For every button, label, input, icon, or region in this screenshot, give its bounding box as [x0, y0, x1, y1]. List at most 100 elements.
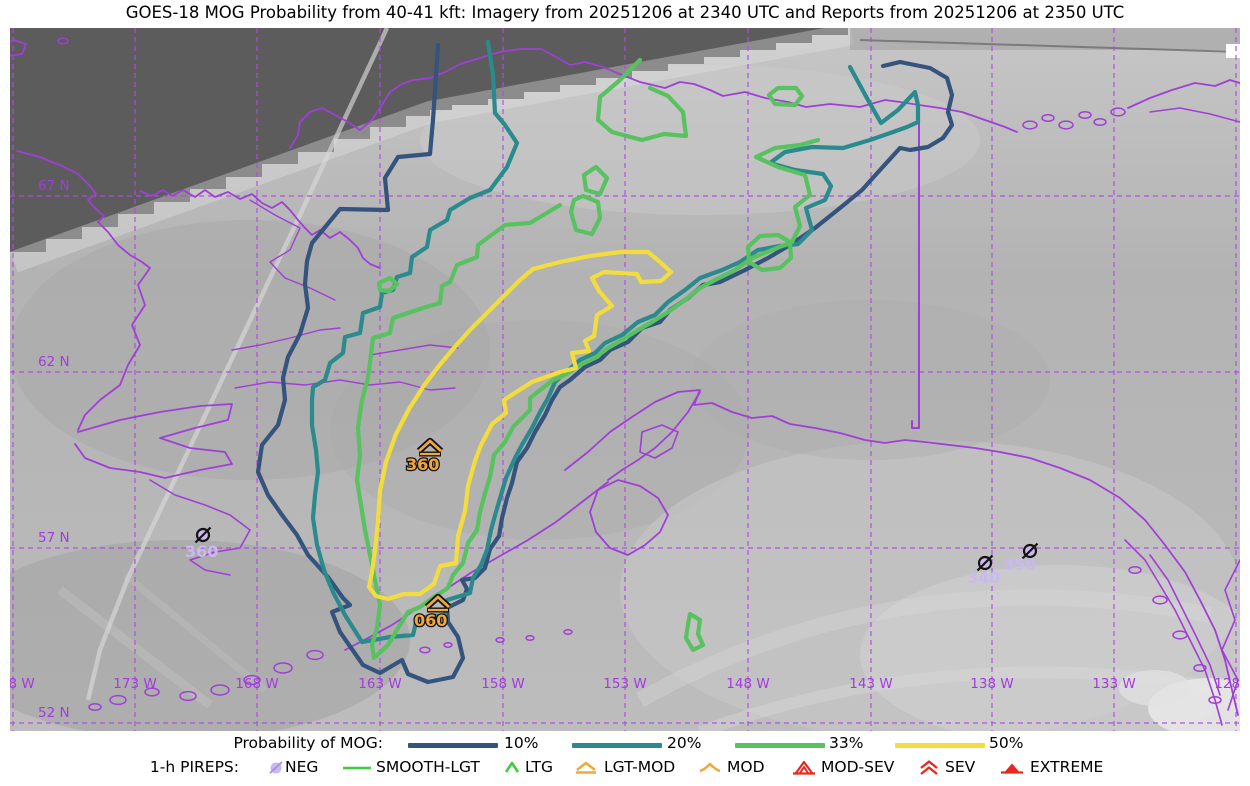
severe-double-caret-icon [920, 760, 938, 775]
terminator-dark-region [10, 28, 848, 252]
mog-contour-33% [745, 232, 794, 273]
legend-sev-label: SEV [945, 758, 976, 776]
coastline [1149, 554, 1221, 696]
coastline [139, 189, 381, 269]
coastline [911, 104, 920, 429]
legend-mod-sev-label: MOD-SEV [821, 758, 895, 776]
pirep-marker-neg: 350 [1003, 542, 1039, 574]
longitude-label: 133 W [1092, 676, 1135, 692]
island-outline [443, 642, 453, 648]
coastline [1149, 107, 1240, 123]
island-outline [1172, 630, 1188, 640]
latitude-label: 67 N [38, 178, 70, 194]
pirep-marker-mod: 060 [413, 593, 452, 631]
legend-extreme-label: EXTREME [1030, 758, 1104, 776]
mog-contour-33% [354, 137, 821, 661]
page-title: GOES-18 MOG Probability from 40-41 kft: … [125, 3, 1125, 22]
cloud-texture [10, 65, 1240, 731]
pirep-flight-level-label: 340 [967, 568, 1000, 587]
mog-contour-10% [255, 42, 955, 685]
island-outline [88, 702, 102, 712]
longitude-label: 153 W [603, 676, 646, 692]
coastline [231, 327, 341, 351]
missing-data-notch [1226, 44, 1240, 58]
island-outline [525, 635, 535, 641]
island-outline [109, 694, 127, 706]
pirep-marker-mod: 360 [405, 437, 444, 475]
island-outline [1058, 120, 1074, 130]
island-outline [1041, 113, 1055, 123]
light-caret-icon [504, 761, 520, 773]
mog-contour-33% [595, 57, 689, 143]
terminator-glint [10, 28, 854, 273]
legend-ltg-label: LTG [525, 758, 553, 776]
island-outline [1128, 565, 1142, 575]
island-outline [1078, 110, 1092, 120]
island-outline [1022, 120, 1038, 130]
moderate-severe-hat-icon [793, 760, 815, 775]
pirep-flight-level-label: 060 [414, 611, 447, 630]
latitude-label: 57 N [38, 530, 70, 546]
coastline [10, 39, 27, 57]
no-turbulence-icon [269, 761, 283, 774]
coastline [639, 424, 679, 459]
longitude-label: 158 W [481, 676, 524, 692]
island-outline [419, 646, 431, 654]
coastline [149, 479, 251, 576]
pirep-marker-neg: 360 [185, 526, 218, 561]
pirep-flight-level-label: 360 [406, 455, 439, 474]
island-outline [57, 37, 69, 45]
island-outline [1093, 117, 1107, 127]
legend-20pct-label: 20% [667, 734, 702, 752]
coastlines [10, 37, 1240, 726]
coastline [369, 344, 459, 356]
longitude-label: 163 W [358, 676, 401, 692]
extreme-triangle-icon [1001, 763, 1023, 774]
legend-line-20pct [572, 743, 662, 748]
light-moderate-hat-icon [576, 761, 596, 774]
legend-smooth-lgt-label: SMOOTH-LGT [376, 758, 480, 776]
legend-line-10pct [408, 743, 498, 748]
mog-contour-33% [683, 611, 706, 653]
coastline [289, 48, 1018, 149]
coastline [607, 391, 701, 481]
island-outline [210, 684, 230, 696]
mog-contour-50% [366, 249, 674, 602]
legend-neg-label: NEG [285, 758, 319, 776]
legend-50pct-label: 50% [989, 734, 1024, 752]
pirep-flight-level-label: 360 [185, 542, 218, 561]
mog-contour-33% [568, 193, 603, 237]
coastline [589, 479, 669, 556]
longitude-label: 128 W [1214, 676, 1250, 692]
island-outline [1208, 695, 1222, 705]
legend-10pct-label: 10% [504, 734, 539, 752]
coastline [16, 150, 151, 431]
legend-lgt-mod-label: LGT-MOD [604, 758, 676, 776]
island-outline [273, 662, 293, 674]
legend-mod-label: MOD [727, 758, 765, 776]
coastline [344, 481, 609, 651]
coastline [1124, 539, 1223, 726]
island-outline [1193, 663, 1207, 673]
island-outline [1152, 595, 1168, 605]
longitude-label: 143 W [849, 676, 892, 692]
coastline [1221, 559, 1240, 711]
moderate-caret-icon [699, 762, 721, 773]
island-outline [1110, 107, 1126, 117]
island-outline [306, 649, 324, 661]
longitude-label: 138 W [970, 676, 1013, 692]
probability-contours [255, 39, 955, 685]
longitude-label: 148 W [726, 676, 769, 692]
latitude-label: 52 N [38, 705, 70, 721]
island-outline [495, 637, 505, 643]
top-scan-band [850, 28, 1240, 50]
pireps-legend-label: 1-h PIREPS: [149, 758, 239, 776]
scan-edge-line [859, 39, 1240, 53]
longitude-label: 173 W [113, 676, 156, 692]
island-outline [563, 629, 573, 635]
island-outline [243, 674, 261, 686]
